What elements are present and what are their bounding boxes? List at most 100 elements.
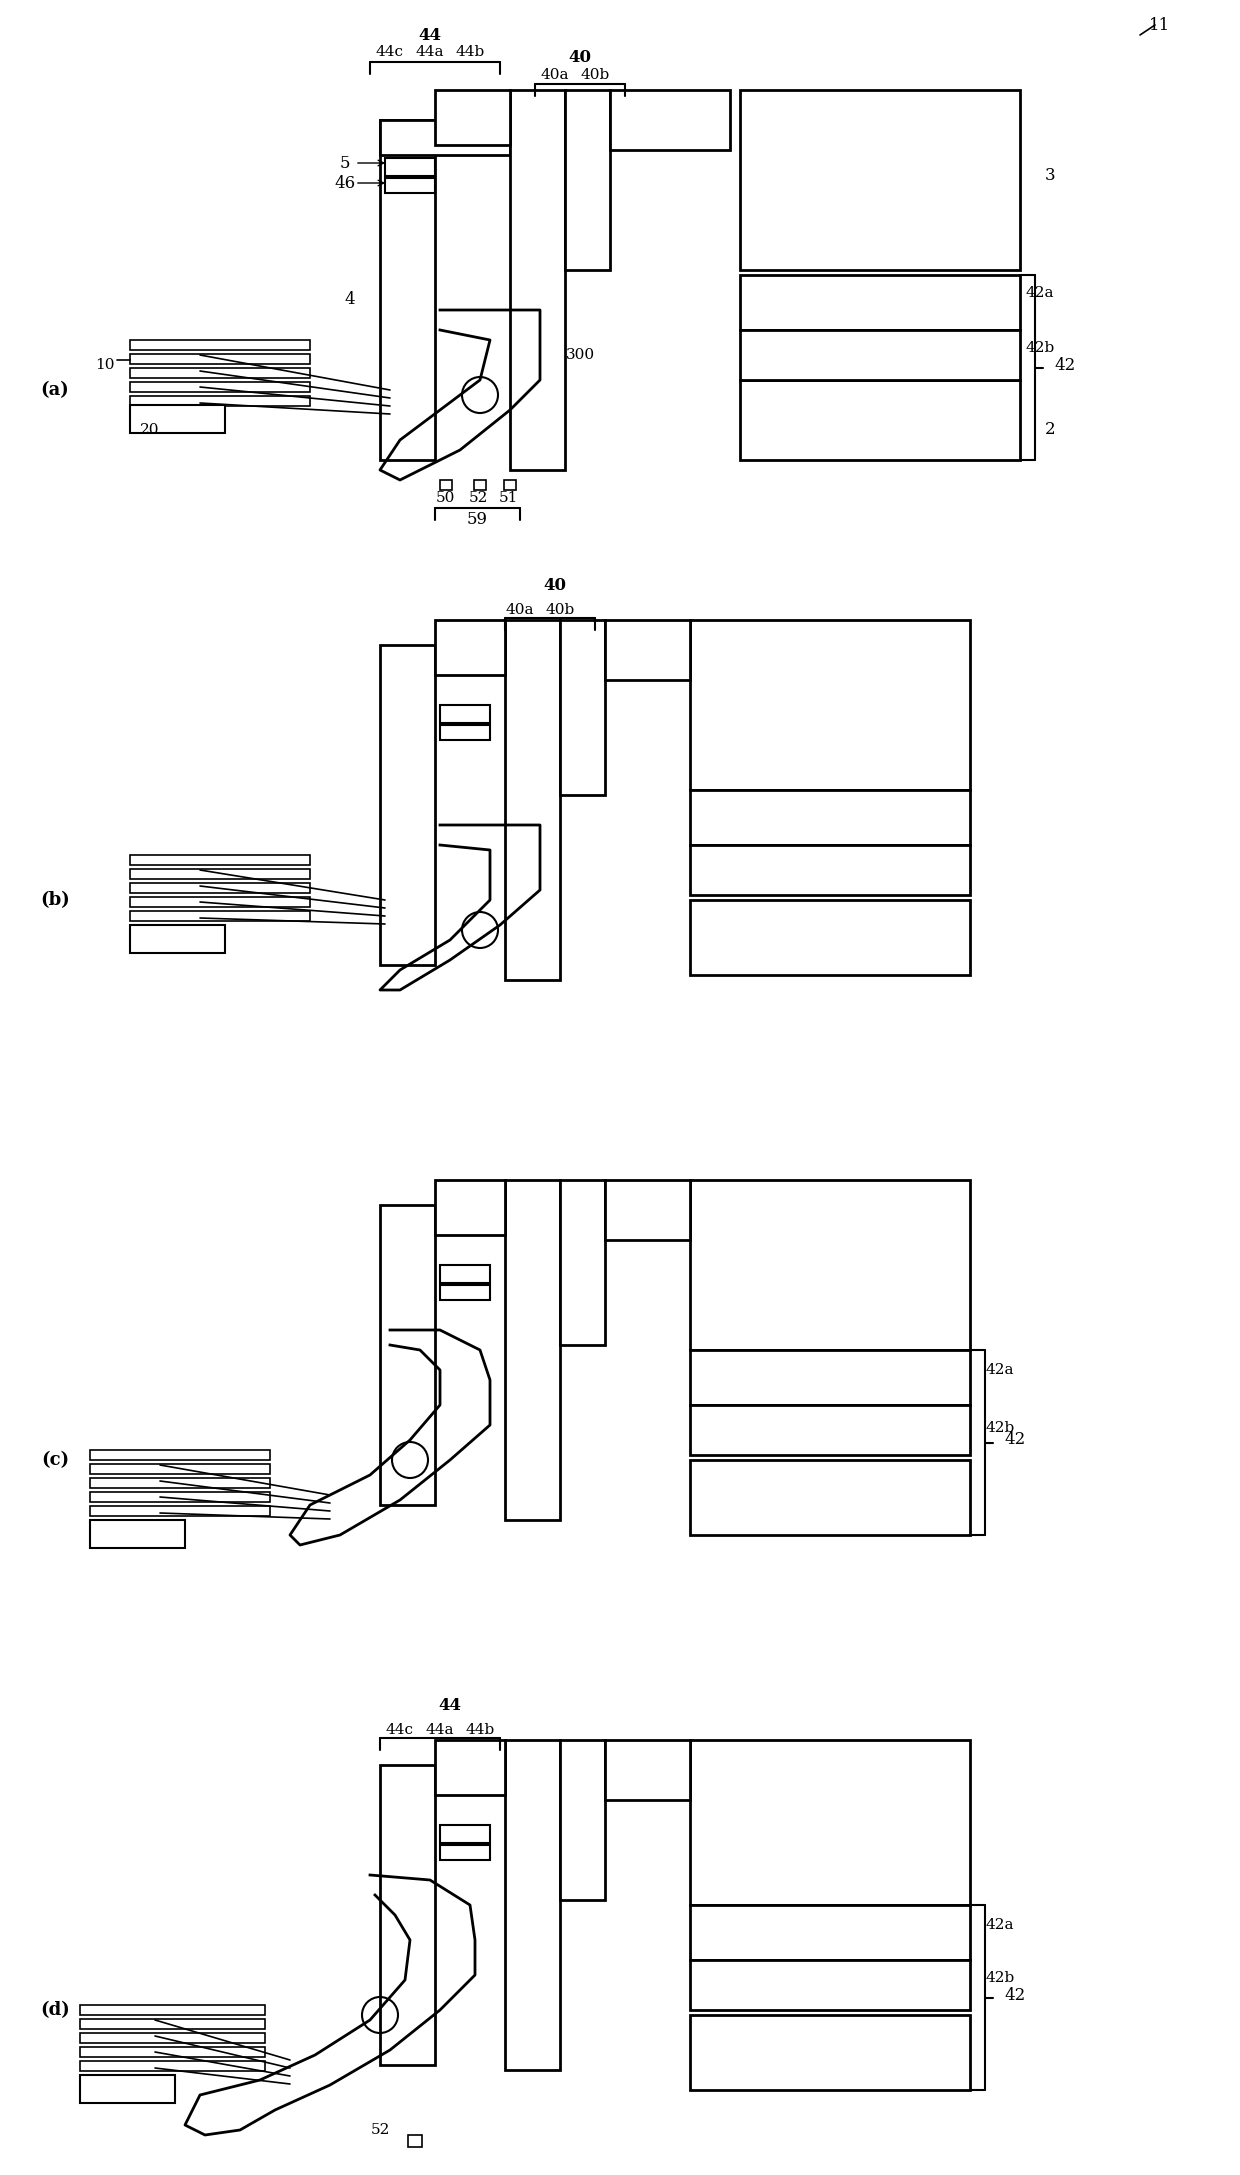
Text: (d): (d) [40, 2001, 69, 2018]
Bar [384, 159, 435, 176]
Bar [130, 870, 310, 879]
Bar [130, 355, 310, 363]
Bar [130, 396, 310, 407]
Bar [130, 368, 310, 378]
Text: (b): (b) [40, 892, 69, 909]
Bar [130, 924, 224, 953]
Text: 59: 59 [466, 511, 487, 529]
Text: 300: 300 [565, 348, 594, 361]
Bar [130, 855, 310, 866]
Bar [130, 405, 224, 433]
Text: 44b: 44b [455, 46, 485, 59]
Bar [379, 1764, 435, 2064]
Text: 50: 50 [435, 492, 455, 505]
Bar [689, 620, 970, 790]
Bar [510, 89, 565, 470]
Bar [81, 2018, 265, 2029]
Bar [91, 1464, 270, 1475]
Bar [505, 1740, 560, 2071]
Text: 52: 52 [371, 2123, 389, 2138]
Text: 51: 51 [498, 492, 517, 505]
Bar [379, 1205, 435, 1505]
Bar [130, 883, 310, 894]
Text: 4: 4 [345, 291, 356, 309]
Text: 40a: 40a [506, 602, 534, 618]
Bar [91, 1505, 270, 1516]
Bar [505, 1181, 560, 1520]
Bar [474, 481, 486, 489]
Bar [605, 1181, 689, 1240]
Bar [130, 339, 310, 350]
Bar [379, 646, 435, 966]
Bar [505, 620, 560, 981]
Bar [81, 2062, 265, 2071]
Bar [81, 2047, 265, 2058]
Text: (a): (a) [41, 381, 69, 398]
Bar [384, 178, 435, 194]
Text: 46: 46 [335, 174, 356, 191]
Bar [689, 2014, 970, 2090]
Text: 44a: 44a [425, 1723, 454, 1738]
Text: 2: 2 [1044, 422, 1055, 439]
Bar [503, 481, 516, 489]
Bar [440, 1285, 490, 1301]
Bar [130, 911, 310, 920]
Bar [379, 120, 510, 154]
Bar [689, 900, 970, 974]
Bar [605, 1740, 689, 1801]
Text: 44: 44 [419, 26, 441, 44]
Bar [81, 2005, 265, 2014]
Text: 42a: 42a [986, 1364, 1014, 1377]
Bar [408, 2136, 422, 2147]
Bar [565, 89, 610, 270]
Text: (c): (c) [41, 1451, 69, 1468]
Bar [440, 724, 490, 740]
Bar [81, 2034, 265, 2042]
Bar [689, 1459, 970, 1536]
Bar [740, 381, 1021, 459]
Text: 44a: 44a [415, 46, 444, 59]
Text: 42: 42 [1004, 1986, 1025, 2003]
Text: 11: 11 [1149, 17, 1171, 33]
Bar [440, 705, 490, 722]
Bar [689, 1405, 970, 1455]
Text: 44b: 44b [465, 1723, 495, 1738]
Text: 20: 20 [140, 422, 160, 437]
Text: 42: 42 [1054, 357, 1075, 374]
Text: 42b: 42b [986, 1420, 1014, 1436]
Bar [81, 2075, 175, 2103]
Text: 40b: 40b [580, 67, 610, 83]
Text: 42b: 42b [1025, 341, 1055, 355]
Text: 42a: 42a [986, 1918, 1014, 1931]
Bar [560, 1181, 605, 1344]
Text: 3: 3 [1044, 167, 1055, 183]
Text: 44c: 44c [376, 46, 404, 59]
Text: 44: 44 [439, 1696, 461, 1714]
Bar [440, 1825, 490, 1842]
Bar [435, 1740, 505, 1794]
Text: 44c: 44c [386, 1723, 414, 1738]
Bar [689, 1905, 970, 1960]
Bar [440, 481, 453, 489]
Text: 40: 40 [568, 50, 591, 67]
Bar [440, 1266, 490, 1283]
Bar [689, 846, 970, 894]
Bar [130, 896, 310, 907]
Bar [435, 89, 510, 146]
Bar [689, 790, 970, 846]
Text: 10: 10 [95, 359, 115, 372]
Bar [605, 620, 689, 681]
Text: 5: 5 [340, 154, 350, 172]
Bar [440, 1844, 490, 1860]
Text: 40: 40 [543, 576, 567, 594]
Text: 40a: 40a [541, 67, 569, 83]
Bar [435, 1181, 505, 1235]
Bar [91, 1451, 270, 1459]
Bar [610, 89, 730, 150]
Bar [91, 1479, 270, 1488]
Bar [379, 120, 435, 459]
Bar [130, 383, 310, 391]
Text: 42a: 42a [1025, 285, 1054, 300]
Bar [689, 1181, 970, 1351]
Text: 52: 52 [469, 492, 487, 505]
